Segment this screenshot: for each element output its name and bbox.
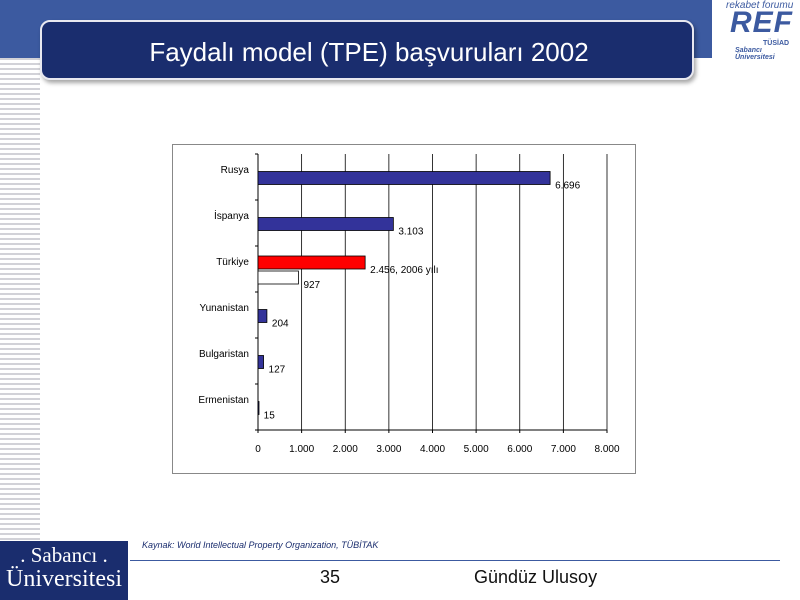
data-label: 204 [272, 319, 289, 330]
data-label: 2.456, 2006 yılı [370, 265, 438, 276]
bar [257, 401, 260, 415]
y-tick-label: İspanya [214, 209, 249, 222]
y-tick-label: Bulgaristan [199, 349, 249, 360]
y-tick-label: Türkiye [216, 257, 249, 268]
bar [257, 270, 299, 285]
data-label: 6.696 [555, 181, 580, 192]
footer-divider [130, 560, 780, 561]
bar [257, 255, 366, 270]
title-bar: Faydalı model (TPE) başvuruları 2002 [40, 20, 694, 80]
author-name: Gündüz Ulusoy [474, 567, 598, 587]
top-band [0, 0, 800, 18]
x-tick-label: 5.000 [464, 444, 489, 455]
x-tick-label: 8.000 [594, 444, 619, 455]
decorative-stripes [0, 0, 40, 540]
slide-title: Faydalı model (TPE) başvuruları 2002 [149, 37, 589, 67]
x-tick-label: 6.000 [507, 444, 532, 455]
data-label: 15 [264, 411, 276, 422]
x-tick-label: 0 [255, 444, 261, 455]
y-tick-label: Yunanistan [200, 303, 250, 314]
bar [257, 217, 394, 231]
bar-chart: 0 1.000 2.000 3.000 4.000 5.000 6.000 7.000 8.00… [198, 153, 620, 455]
sabanci-logo-line1: . Sabancı . [20, 543, 108, 567]
x-tick-label: 2.000 [333, 444, 358, 455]
data-label: 3.103 [398, 227, 423, 238]
x-tick-label: 4.000 [420, 444, 445, 455]
x-tick-label: 7.000 [551, 444, 576, 455]
ref-logo-university: Sabancı Üniversitesi [735, 47, 775, 61]
y-tick-label: Ermenistan [198, 395, 249, 406]
bar [257, 309, 268, 323]
chart-frame [172, 144, 636, 474]
sabanci-logo [0, 541, 128, 600]
data-label: 127 [269, 365, 286, 376]
x-tick-label: 1.000 [289, 444, 314, 455]
bar [257, 171, 551, 185]
sabanci-logo-line2: Üniversitesi [6, 566, 122, 592]
ref-logo-caption: rekabet forumu [726, 0, 794, 11]
page-number: 35 [320, 567, 341, 587]
bar [257, 355, 264, 369]
ref-logo-sponsor: TÜSİAD [763, 40, 790, 47]
x-tick-label: 3.000 [376, 444, 401, 455]
y-tick-label: Rusya [221, 165, 250, 176]
source-note: Kaynak: World Intellectual Property Orga… [142, 540, 379, 550]
data-label: 927 [303, 280, 320, 291]
ref-logo [712, 0, 800, 58]
ref-logo-text: REF [730, 6, 793, 39]
